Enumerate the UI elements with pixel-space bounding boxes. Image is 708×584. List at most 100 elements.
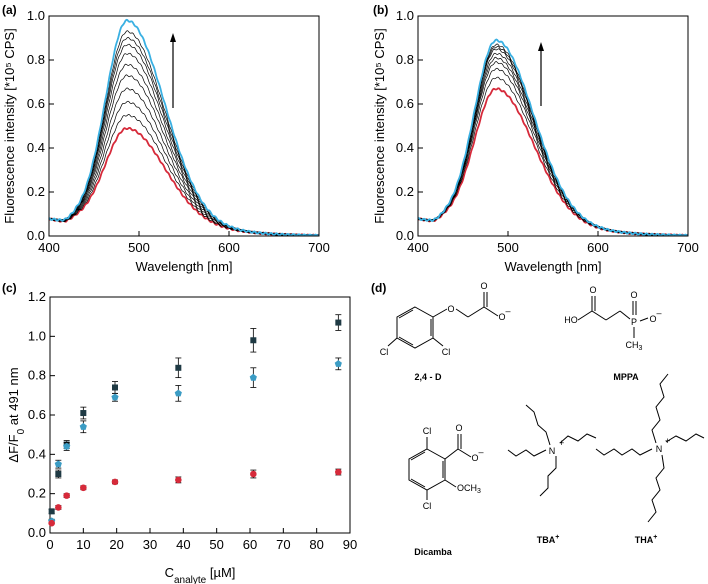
label-dicamba: Dicamba — [414, 547, 453, 557]
spectrum-series-3 — [417, 67, 689, 236]
spectrum-chart-b: 400 500 600 700 0.0 0.2 0.4 0.6 0.8 1.0 Wavelengt… — [372, 8, 699, 274]
x-tick-label: 400 — [407, 240, 429, 255]
y-tick-label: 0.8 — [28, 368, 46, 383]
x-tick-label: 20 — [109, 537, 123, 552]
marker-circle — [80, 484, 87, 492]
spectrum-curves-b — [417, 38, 689, 237]
spectrum-series-4 — [417, 61, 688, 236]
benzene-ring-dicamba — [408, 448, 446, 491]
x-axis-label-unit: [µM] — [206, 565, 235, 580]
data-point — [54, 459, 62, 469]
x-tick-label: 500 — [497, 240, 519, 255]
x-axis-label-b: Wavelength [nm] — [504, 259, 601, 274]
x-tick-label: 600 — [218, 240, 240, 255]
y-tick-label: 1.2 — [28, 289, 46, 304]
atom-o-ether: O — [447, 304, 454, 314]
y-axis-label-rest: at 491 nm — [6, 367, 21, 428]
y-axis-label-c: ΔF/F0 at 491 nm — [6, 367, 27, 462]
x-tick-label: 50 — [209, 537, 223, 552]
data-points-c — [48, 314, 342, 527]
chemical-structures — [387, 292, 705, 523]
sub-3: 3 — [639, 345, 643, 352]
ch-text: CH — [626, 340, 639, 350]
charge-plus-tba: + — [559, 438, 564, 448]
y-tick-label: 0.2 — [27, 184, 45, 199]
spectrum-series-2 — [417, 76, 689, 236]
y-axis-label-b: Fluorescence intensity [*10⁵ CPS] — [372, 28, 387, 223]
spectrum-series-5 — [417, 56, 688, 236]
charge-minus: – — [505, 306, 510, 316]
y-tick-label: 0.0 — [396, 228, 414, 243]
atom-o-minus-dicamba: O — [471, 453, 478, 463]
data-point — [55, 469, 62, 479]
marker-circle — [175, 476, 182, 484]
y-tick-label: 0.8 — [396, 52, 414, 67]
atom-n-tha: N — [656, 444, 663, 454]
x-tick-label: 700 — [677, 240, 699, 255]
atom-o-minus-mppa: O — [649, 314, 656, 324]
x-axis-label-c: Canalyte [µM] — [165, 565, 236, 584]
y-axis-label-sub: 0 — [16, 428, 27, 434]
spectrum-series-9 — [48, 36, 320, 236]
atom-o-p: O — [630, 290, 637, 300]
panel-label-b: (b) — [373, 3, 388, 17]
marker-square — [55, 471, 62, 477]
plot-frame-c — [49, 296, 351, 534]
binding-scatter-chart: 0 10 20 30 40 50 60 70 80 90 0.0 0.2 0.4 0.6 0.8 1.0 1.2… — [6, 289, 357, 584]
data-point — [334, 357, 342, 371]
marker-pentagon — [334, 360, 342, 367]
panel-label-a: (a) — [2, 3, 17, 17]
y-tick-label: 0.4 — [27, 140, 45, 155]
y-axis-label-a: Fluorescence intensity [*10⁵ CPS] — [2, 28, 17, 223]
axis-ticks-c: 0 10 20 30 40 50 60 70 80 90 0.0 0.2 0.4 0.6 0.8 1.0 1.2 — [28, 289, 357, 552]
structure-dicamba — [408, 434, 472, 500]
x-tick-label: 60 — [243, 537, 257, 552]
atom-o-mppa: O — [589, 285, 596, 295]
structure-24d — [387, 292, 499, 349]
och-text: OCH — [457, 483, 477, 493]
structure-tba — [507, 404, 597, 497]
y-tick-label: 0.4 — [396, 140, 414, 155]
spectrum-series-5 — [48, 74, 319, 236]
y-tick-label: 0.6 — [27, 96, 45, 111]
marker-pentagon — [111, 393, 119, 401]
atom-o-minus: O — [498, 312, 505, 322]
marker-square — [112, 384, 118, 391]
y-tick-label: 0.8 — [27, 52, 45, 67]
marker-square — [48, 508, 55, 515]
y-tick-label: 0.2 — [28, 486, 46, 501]
y-tick-label: 0.0 — [28, 525, 46, 540]
x-tick-label: 0 — [46, 537, 53, 552]
marker-circle — [250, 470, 257, 478]
spectrum-series-10 — [417, 38, 688, 237]
x-axis-label-main: C — [165, 565, 174, 580]
sub-3-dicamba: 3 — [477, 488, 481, 495]
data-point — [111, 392, 119, 402]
panel-label-c: (c) — [2, 281, 17, 295]
charge-minus-mppa: – — [656, 308, 661, 318]
y-tick-label: 1.0 — [396, 8, 414, 23]
atom-ho: HO — [564, 315, 578, 325]
y-tick-label: 0.2 — [396, 184, 414, 199]
data-point — [174, 385, 182, 402]
spectrum-series-9 — [417, 43, 689, 236]
x-tick-label: 10 — [76, 537, 90, 552]
marker-circle — [111, 478, 119, 486]
atom-cl-2: Cl — [380, 347, 389, 357]
arrow-head-a — [170, 33, 176, 42]
atom-o-dicamba: O — [455, 423, 462, 433]
marker-square — [335, 319, 342, 326]
x-tick-label: 400 — [38, 240, 60, 255]
atom-n-tba: N — [549, 446, 556, 456]
marker-circle — [63, 492, 70, 499]
spectrum-series-1 — [417, 87, 689, 237]
plot-frame-a — [48, 15, 320, 237]
tha-plus: + — [653, 534, 657, 541]
data-point — [80, 406, 87, 420]
data-point — [48, 519, 55, 527]
marker-circle — [55, 504, 62, 511]
spectrum-series-8 — [48, 43, 320, 236]
data-point — [63, 492, 70, 499]
marker-square — [80, 410, 87, 417]
